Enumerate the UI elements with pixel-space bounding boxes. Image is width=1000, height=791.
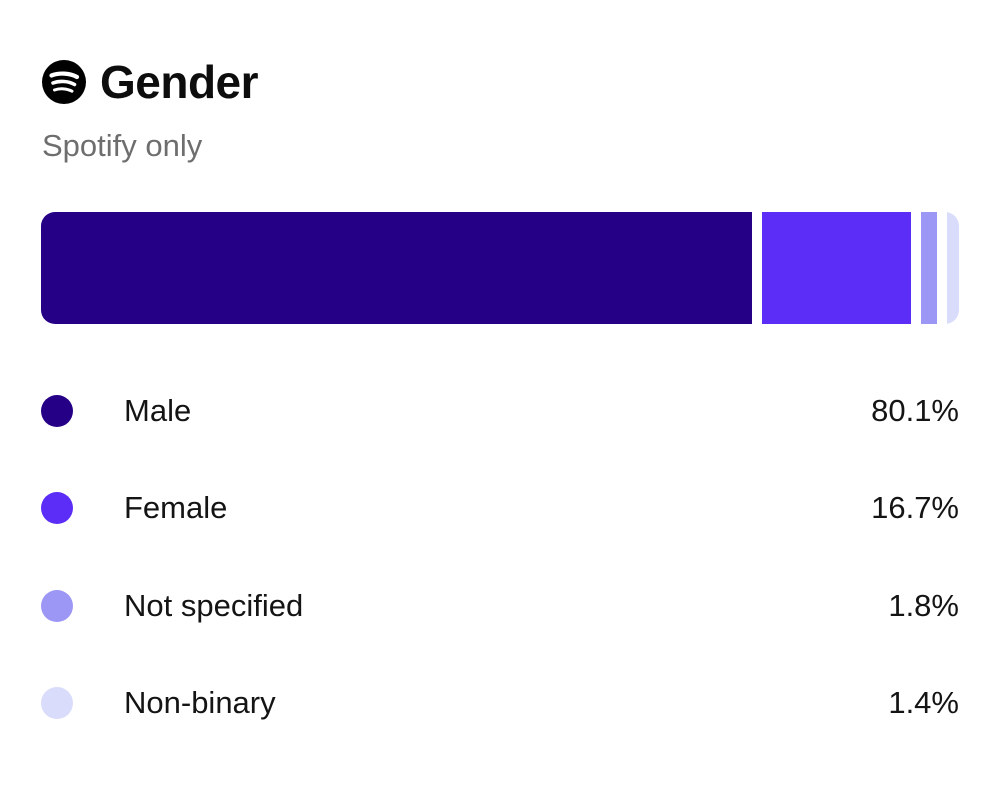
card-subtitle: Spotify only (42, 128, 203, 163)
legend-dot-not-specified (41, 589, 73, 622)
legend-label-male: Male (124, 392, 192, 428)
legend-label-non-binary: Non-binary (124, 685, 276, 721)
gender-stacked-bar (41, 212, 959, 324)
card-header: Gender (42, 54, 259, 110)
legend-row-female: Female 16.7% (41, 460, 959, 558)
legend-label-not-specified: Not specified (124, 587, 304, 623)
card-title: Gender (100, 56, 259, 108)
legend-value-not-specified: 1.8% (888, 587, 959, 623)
spotify-icon (42, 60, 86, 104)
legend-dot-female (41, 492, 73, 525)
legend-row-not-specified: Not specified 1.8% (41, 557, 959, 655)
legend-value-non-binary: 1.4% (888, 685, 959, 721)
legend-value-female: 16.7% (871, 490, 959, 526)
gender-legend: Male 80.1% Female 16.7% Not specified 1.… (41, 362, 959, 752)
bar-segment-female (762, 212, 911, 324)
legend-label-female: Female (124, 490, 228, 526)
legend-row-non-binary: Non-binary 1.4% (41, 655, 959, 753)
legend-dot-male (41, 394, 73, 427)
bar-segment-male (41, 212, 753, 324)
bar-segment-non-binary (946, 212, 959, 324)
legend-dot-non-binary (41, 687, 73, 720)
legend-value-male: 80.1% (871, 392, 959, 428)
legend-row-male: Male 80.1% (41, 362, 959, 460)
bar-segment-not-specified (920, 212, 937, 324)
